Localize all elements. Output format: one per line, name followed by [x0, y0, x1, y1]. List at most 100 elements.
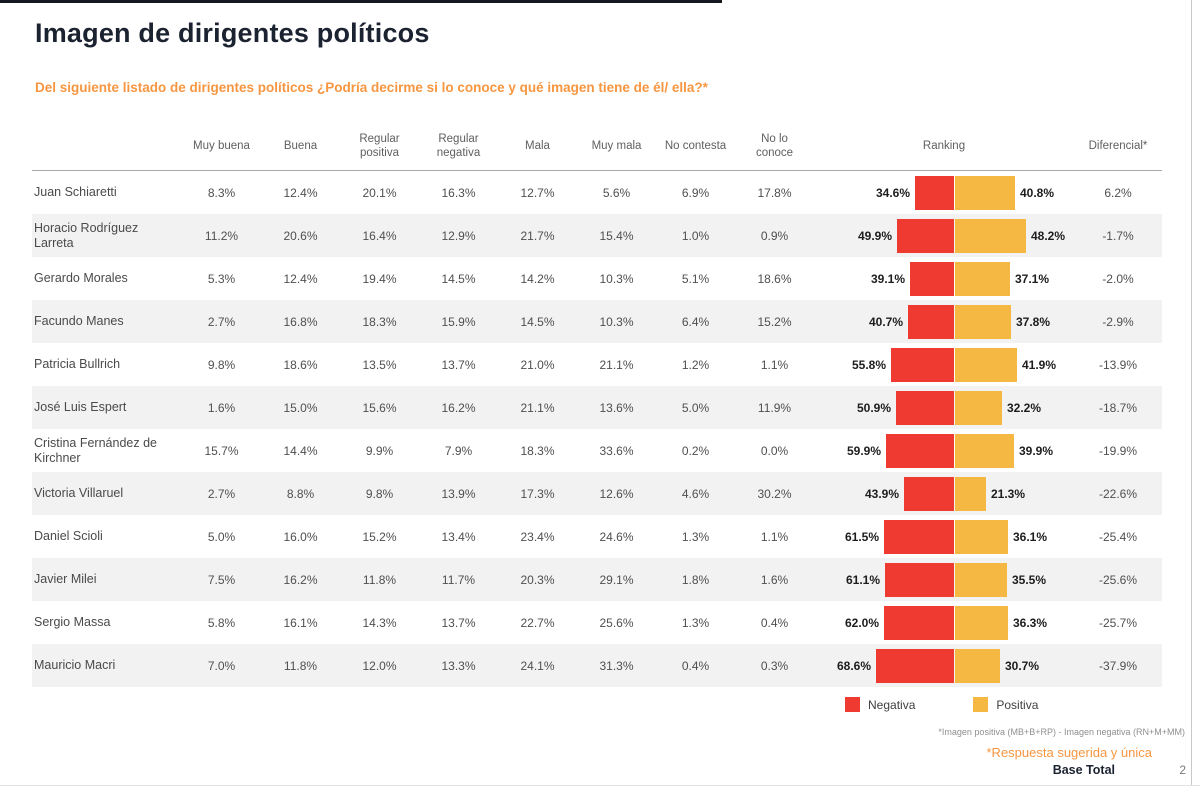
diferencial-value: -13.9% [1098, 357, 1138, 372]
diferencial-value: -37.9% [1098, 658, 1138, 673]
value-regular-negativa: 13.7% [441, 615, 476, 630]
value-regular-negativa: 15.9% [441, 314, 476, 329]
legend-item-positiva: Positiva [973, 697, 1038, 712]
header-buena: Buena [283, 139, 318, 152]
header-regular-negativa: Regular negativa [436, 132, 481, 159]
value-no-contesta: 6.9% [681, 185, 710, 200]
header-regular-positiva: Regular positiva [359, 132, 400, 159]
positive-bar [955, 347, 1017, 382]
value-regular-positiva: 19.4% [362, 271, 397, 286]
value-mala: 14.5% [520, 314, 555, 329]
ranking-cell: 49.9% 48.2% [814, 214, 1074, 257]
value-no-lo-conoce: 18.6% [757, 271, 792, 286]
value-no-contesta: 5.0% [681, 400, 710, 415]
positive-value: 41.9% [1022, 357, 1057, 372]
value-muy-buena: 5.8% [207, 615, 236, 630]
value-no-contesta: 1.3% [681, 529, 710, 544]
value-mala: 21.1% [520, 400, 555, 415]
table-row: Sergio Massa 5.8% 16.1% 14.3% 13.7% 22.7… [32, 601, 1162, 644]
positive-value: 48.2% [1031, 228, 1066, 243]
value-no-contesta: 1.2% [681, 357, 710, 372]
positive-side: 21.3% [954, 472, 1074, 515]
footnote-suggested: *Respuesta sugerida y única [986, 745, 1153, 760]
value-no-lo-conoce: 1.1% [760, 357, 789, 372]
positive-bar [955, 390, 1002, 425]
positive-bar [955, 304, 1011, 339]
value-muy-mala: 25.6% [599, 615, 634, 630]
ranking-cell: 68.6% 30.7% [814, 644, 1074, 687]
value-regular-positiva: 9.9% [365, 443, 394, 458]
ranking-cell: 40.7% 37.8% [814, 300, 1074, 343]
ranking-cell: 62.0% 36.3% [814, 601, 1074, 644]
negative-side: 39.1% [814, 257, 954, 300]
value-mala: 21.7% [520, 228, 555, 243]
politician-name: Mauricio Macri [34, 658, 116, 672]
negative-value: 49.9% [857, 228, 892, 243]
table-row: Victoria Villaruel 2.7% 8.8% 9.8% 13.9% … [32, 472, 1162, 515]
value-muy-buena: 7.0% [207, 658, 236, 673]
value-regular-negativa: 13.7% [441, 357, 476, 372]
value-no-contesta: 1.8% [681, 572, 710, 587]
negative-bar [904, 476, 954, 511]
value-regular-positiva: 20.1% [362, 185, 397, 200]
value-muy-buena: 5.3% [207, 271, 236, 286]
value-regular-positiva: 18.3% [362, 314, 397, 329]
positive-bar [955, 218, 1026, 253]
negative-side: 61.5% [814, 515, 954, 558]
legend-item-negativa: Negativa [845, 697, 915, 712]
header-mala: Mala [525, 139, 550, 152]
negative-bar [915, 175, 954, 210]
negative-value: 39.1% [870, 271, 905, 286]
value-regular-positiva: 12.0% [362, 658, 397, 673]
positive-side: 41.9% [954, 343, 1074, 386]
value-buena: 18.6% [283, 357, 318, 372]
value-no-lo-conoce: 0.0% [760, 443, 789, 458]
ranking-cell: 59.9% 39.9% [814, 429, 1074, 472]
negative-value: 40.7% [868, 314, 903, 329]
value-no-lo-conoce: 0.9% [760, 228, 789, 243]
value-regular-negativa: 11.7% [441, 572, 476, 587]
negative-side: 62.0% [814, 601, 954, 644]
value-buena: 15.0% [283, 400, 318, 415]
negative-value: 50.9% [856, 400, 891, 415]
value-muy-mala: 15.4% [599, 228, 634, 243]
negative-value: 59.9% [846, 443, 881, 458]
ranking-cell: 43.9% 21.3% [814, 472, 1074, 515]
value-regular-negativa: 13.9% [441, 486, 476, 501]
value-no-contesta: 0.2% [681, 443, 710, 458]
value-regular-negativa: 13.3% [441, 658, 476, 673]
positive-value: 36.1% [1013, 529, 1048, 544]
politician-name: Daniel Scioli [34, 529, 103, 543]
value-no-lo-conoce: 30.2% [757, 486, 792, 501]
value-no-contesta: 1.3% [681, 615, 710, 630]
positive-side: 32.2% [954, 386, 1074, 429]
value-buena: 16.1% [283, 615, 318, 630]
value-muy-buena: 1.6% [207, 400, 236, 415]
negative-value: 61.1% [845, 572, 880, 587]
legend-negativa-label: Negativa [868, 697, 916, 712]
diferencial-value: -25.6% [1098, 572, 1138, 587]
value-muy-mala: 21.1% [599, 357, 634, 372]
value-buena: 11.8% [283, 658, 318, 673]
positive-side: 48.2% [954, 214, 1074, 257]
table-row: Daniel Scioli 5.0% 16.0% 15.2% 13.4% 23.… [32, 515, 1162, 558]
diferencial-value: -2.0% [1102, 271, 1134, 286]
value-no-contesta: 5.1% [681, 271, 710, 286]
value-muy-buena: 9.8% [207, 357, 236, 372]
politician-name: Cristina Fernández de Kirchner [34, 435, 157, 465]
negative-bar [884, 519, 954, 554]
positive-side: 40.8% [954, 171, 1074, 214]
value-regular-negativa: 16.3% [441, 185, 476, 200]
positive-value: 30.7% [1005, 658, 1040, 673]
positiva-swatch-icon [973, 697, 989, 712]
positive-value: 40.8% [1020, 185, 1055, 200]
positive-side: 36.3% [954, 601, 1074, 644]
value-buena: 16.8% [283, 314, 318, 329]
header-muy-buena: Muy buena [193, 139, 250, 152]
value-no-lo-conoce: 0.3% [760, 658, 789, 673]
value-mala: 20.3% [520, 572, 555, 587]
negative-bar [897, 218, 954, 253]
value-mala: 14.2% [520, 271, 555, 286]
politician-name: Facundo Manes [34, 314, 124, 328]
negative-side: 55.8% [814, 343, 954, 386]
